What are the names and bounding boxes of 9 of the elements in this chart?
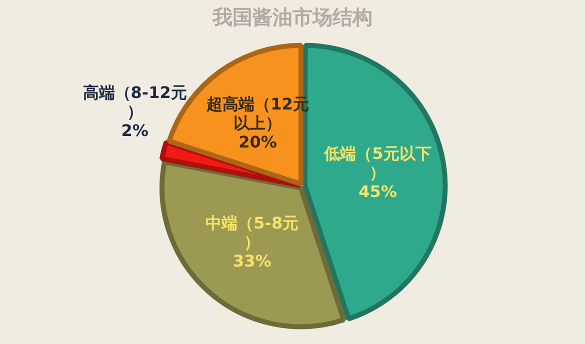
data-label: 45% (358, 182, 397, 202)
slice-label: 低端（5元以下） (323, 144, 432, 182)
data-label: 20% (238, 132, 277, 152)
slice-label: 中端（5-8元） (206, 213, 299, 252)
slice-label: 高端（8-12元） (82, 83, 187, 122)
chart-title: 我国酱油市场结构 (211, 4, 374, 31)
data-label: 33% (232, 251, 272, 270)
data-label: 2% (121, 121, 148, 140)
slice-label: 超高端（12元以上） (206, 94, 309, 133)
